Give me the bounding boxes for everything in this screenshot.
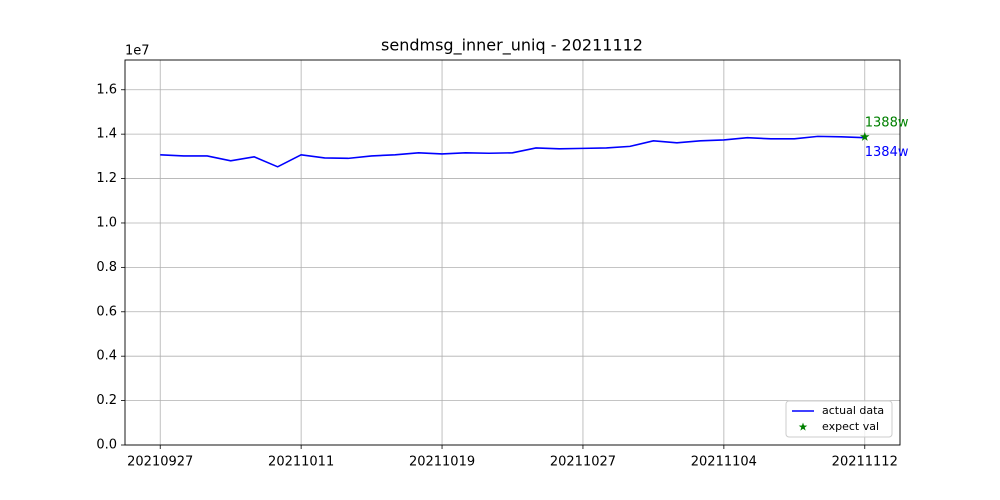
x-tick-label: 20211011 xyxy=(268,455,334,470)
legend-label: expect val xyxy=(822,420,879,433)
x-tick-label: 20211104 xyxy=(691,455,757,470)
y-tick-label: 1.0 xyxy=(96,215,117,230)
y-tick-label: 0.6 xyxy=(96,304,117,319)
x-tick-label: 20211112 xyxy=(832,455,898,470)
y-tick-label: 0.0 xyxy=(96,438,117,453)
y-tick-label: 0.4 xyxy=(96,349,117,364)
y-tick-label: 0.2 xyxy=(96,393,117,408)
legend-label: actual data xyxy=(822,404,884,417)
y-tick-label: 1.2 xyxy=(96,171,117,186)
y-tick-label: 1.4 xyxy=(96,127,117,142)
data-label: 1384w xyxy=(865,145,909,160)
data-line xyxy=(160,135,865,168)
legend-star xyxy=(798,422,808,431)
offset-label: 1e7 xyxy=(125,44,150,59)
data-label: 1388w xyxy=(865,115,909,130)
y-tick-label: 0.8 xyxy=(96,260,117,275)
y-tick-label: 1.6 xyxy=(96,82,117,97)
chart-title: sendmsg_inner_uniq - 20211112 xyxy=(381,36,643,56)
x-tick-label: 20211027 xyxy=(550,455,616,470)
x-tick-label: 20210927 xyxy=(127,455,193,470)
plot-frame xyxy=(124,59,901,446)
legend-box xyxy=(785,400,893,438)
star-marker xyxy=(860,131,870,141)
x-tick-label: 20211019 xyxy=(409,455,475,470)
